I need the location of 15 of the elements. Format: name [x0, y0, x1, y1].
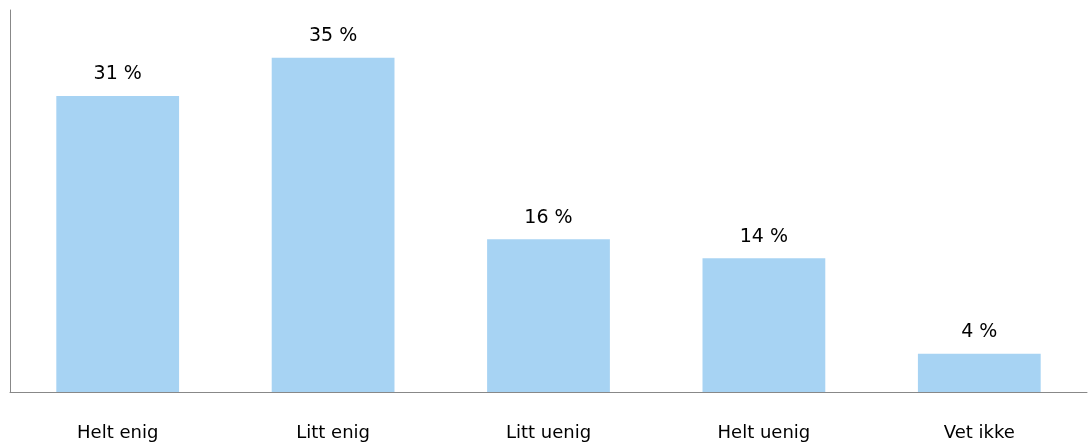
- bar: [702, 258, 826, 392]
- x-tick-label: Vet ikke: [943, 420, 1015, 442]
- data-label: 31 %: [93, 61, 142, 84]
- bar: [487, 239, 610, 392]
- bar: [271, 57, 395, 392]
- x-tick-label: Litt enig: [296, 420, 370, 442]
- x-tick-label: Helt enig: [77, 420, 159, 442]
- x-tick-label: Helt uenig: [717, 420, 811, 442]
- bar: [917, 353, 1041, 392]
- data-label: 14 %: [739, 223, 789, 246]
- bar: [56, 95, 180, 392]
- data-label: 16 %: [524, 204, 573, 227]
- data-label: 4 %: [961, 319, 998, 342]
- data-label: 35 %: [308, 23, 358, 46]
- x-tick-label: Litt uenig: [505, 420, 592, 442]
